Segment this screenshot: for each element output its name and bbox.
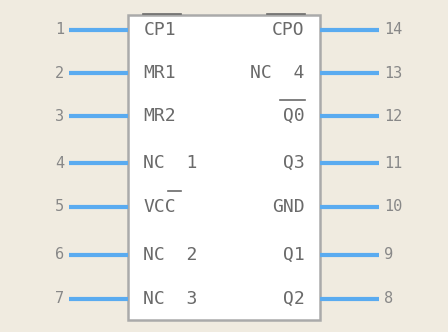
Text: 1: 1 bbox=[55, 22, 64, 38]
Text: VCC: VCC bbox=[143, 198, 176, 215]
Text: 2: 2 bbox=[55, 65, 64, 81]
Text: 9: 9 bbox=[384, 247, 393, 263]
Text: 3: 3 bbox=[55, 109, 64, 124]
Text: MR2: MR2 bbox=[143, 107, 176, 125]
Text: MR1: MR1 bbox=[143, 64, 176, 82]
Text: NC  1: NC 1 bbox=[143, 154, 198, 172]
Text: 11: 11 bbox=[384, 156, 402, 171]
Text: NC  2: NC 2 bbox=[143, 246, 198, 264]
Text: Q0: Q0 bbox=[283, 107, 305, 125]
Text: Q2: Q2 bbox=[283, 290, 305, 308]
Text: 10: 10 bbox=[384, 199, 402, 214]
Text: 5: 5 bbox=[55, 199, 64, 214]
Bar bbox=[128, 15, 320, 320]
Text: Q3: Q3 bbox=[283, 154, 305, 172]
Text: 8: 8 bbox=[384, 291, 393, 306]
Text: 12: 12 bbox=[384, 109, 402, 124]
Text: 13: 13 bbox=[384, 65, 402, 81]
Text: 6: 6 bbox=[55, 247, 64, 263]
Text: 14: 14 bbox=[384, 22, 402, 38]
Text: NC  4: NC 4 bbox=[250, 64, 305, 82]
Text: Q1: Q1 bbox=[283, 246, 305, 264]
Text: NC  3: NC 3 bbox=[143, 290, 198, 308]
Text: CP1: CP1 bbox=[143, 21, 176, 39]
Text: 7: 7 bbox=[55, 291, 64, 306]
Text: CPO: CPO bbox=[272, 21, 305, 39]
Text: 4: 4 bbox=[55, 156, 64, 171]
Text: GND: GND bbox=[272, 198, 305, 215]
